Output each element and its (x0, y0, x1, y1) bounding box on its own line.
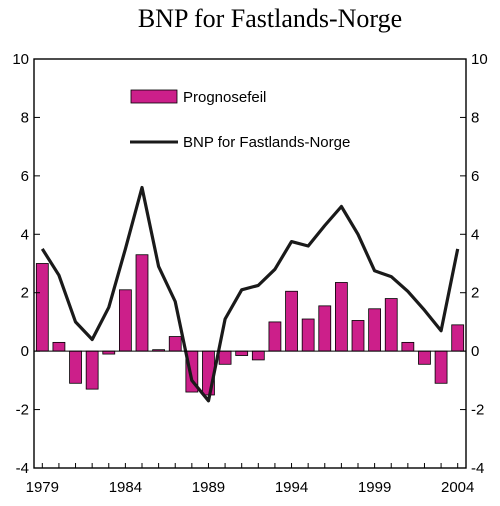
bar-1980 (52, 341, 66, 352)
bnp-line (40, 185, 460, 403)
bar-1992 (251, 350, 265, 361)
bar-1997 (335, 282, 348, 352)
plot-frame (33, 58, 467, 469)
bar-1991 (235, 350, 249, 356)
bar-1996 (318, 305, 332, 352)
bar-1987 (168, 336, 182, 352)
bar-1993 (268, 321, 282, 352)
right-tick-label: -4 (471, 460, 484, 477)
legend-label-bnp: BNP for Fastlands-Norge (183, 134, 350, 151)
bar-1984 (119, 289, 132, 352)
x-tick-label: 1994 (275, 479, 308, 496)
bar-2004 (451, 324, 465, 352)
bar-2000 (384, 298, 398, 352)
bar-2001 (401, 341, 415, 352)
right-tick-label: 4 (471, 226, 479, 243)
x-tick-label: 1989 (192, 479, 225, 496)
x-axis: 1979 1984 1989 1994 1999 2004 (26, 463, 474, 496)
bar-1979 (35, 263, 49, 352)
chart-title: BNP for Fastlands-Norge (138, 4, 402, 33)
right-tick-label: 0 (471, 343, 479, 360)
legend-label-prognosefeil: Prognosefeil (183, 89, 266, 106)
left-tick-label: 2 (21, 285, 29, 302)
left-tick-label: 0 (21, 343, 29, 360)
bar-1990 (218, 350, 232, 365)
line-series (40, 185, 460, 403)
left-y-axis: -4 -2 0 2 4 6 8 10 (12, 51, 40, 477)
legend-swatch-prognosefeil (130, 89, 178, 104)
x-tick-label: 1979 (26, 479, 59, 496)
bar-1995 (301, 318, 315, 352)
bar-2002 (418, 350, 431, 365)
left-tick-label: 8 (21, 109, 29, 126)
x-tick-label: 1999 (358, 479, 391, 496)
x-tick-label: 1984 (109, 479, 142, 496)
right-tick-label: -2 (471, 402, 484, 419)
bar-1985 (135, 254, 149, 352)
bar-1999 (368, 308, 381, 352)
left-tick-label: 4 (21, 226, 29, 243)
right-tick-label: 6 (471, 168, 479, 185)
x-tick-label: 2004 (441, 479, 474, 496)
left-tick-label: -2 (16, 402, 29, 419)
legend: Prognosefeil BNP for Fastlands-Norge (130, 89, 350, 151)
bar-1981 (69, 350, 82, 384)
left-tick-label: 10 (12, 51, 29, 68)
right-y-axis: -4 -2 0 2 4 6 8 10 (460, 51, 488, 477)
left-tick-label: 6 (21, 168, 29, 185)
left-tick-label: -4 (16, 460, 29, 477)
right-tick-label: 2 (471, 285, 479, 302)
bar-1998 (351, 320, 365, 352)
bar-2003 (434, 350, 448, 384)
right-tick-label: 10 (471, 51, 488, 68)
bar-1982 (85, 350, 99, 390)
right-tick-label: 8 (471, 109, 479, 126)
bar-1994 (285, 290, 298, 352)
